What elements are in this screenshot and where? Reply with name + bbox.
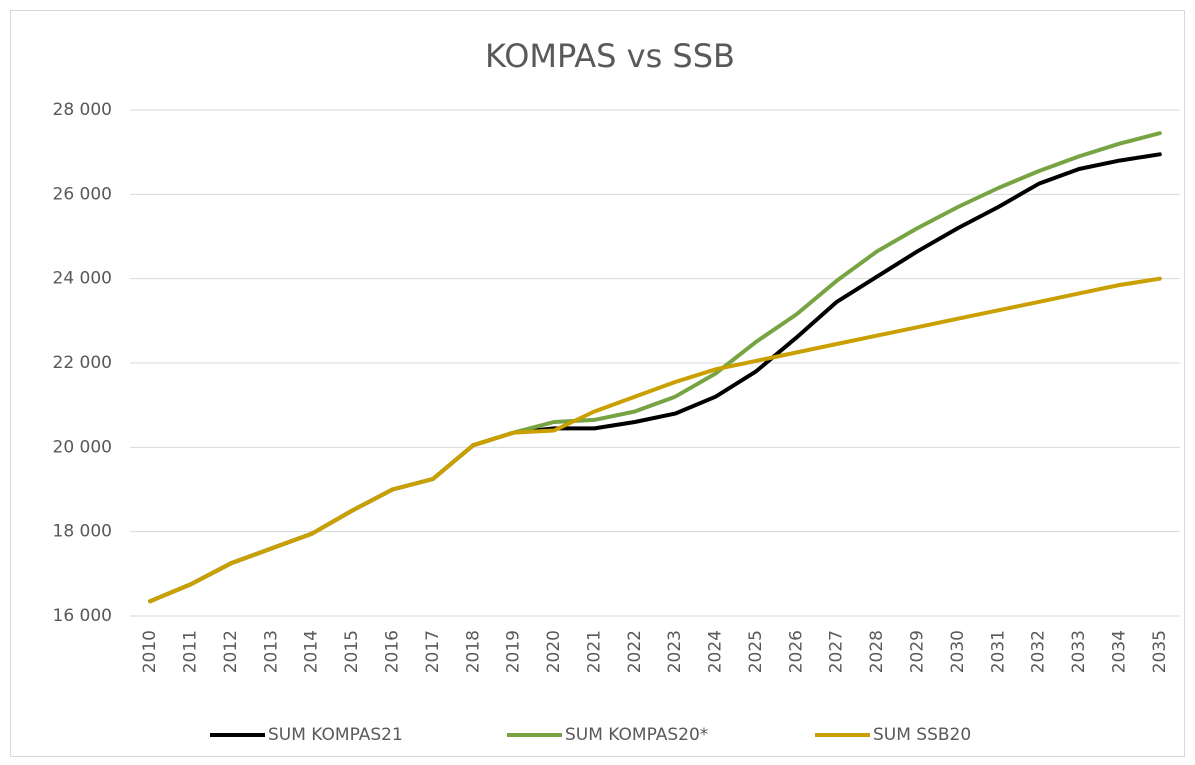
- x-tick-label: 2033: [1069, 630, 1089, 673]
- x-tick-label: 2022: [625, 630, 645, 673]
- x-tick-label: 2029: [908, 630, 928, 673]
- series-line: [148, 276, 1162, 604]
- x-tick-label: 2025: [746, 630, 766, 673]
- x-tick-label: 2018: [463, 630, 483, 673]
- x-tick-label: 2020: [544, 630, 564, 673]
- x-tick-label: 2014: [302, 630, 322, 673]
- x-tick-label: 2019: [504, 630, 524, 673]
- y-tick-label: 16 000: [53, 606, 112, 626]
- y-tick-label: 24 000: [53, 269, 112, 289]
- x-tick-label: 2024: [706, 630, 726, 673]
- x-tick-label: 2010: [140, 630, 160, 673]
- x-tick-label: 2035: [1150, 630, 1170, 673]
- x-tick-label: 2034: [1109, 630, 1129, 673]
- y-tick-label: 26 000: [53, 184, 112, 204]
- chart-title: KOMPAS vs SSB: [485, 37, 735, 75]
- x-tick-label: 2028: [867, 630, 887, 673]
- x-tick-label: 2032: [1029, 630, 1049, 673]
- x-tick-label: 2016: [383, 630, 403, 673]
- x-tick-label: 2011: [181, 630, 201, 673]
- legend-label: SUM KOMPAS20*: [565, 725, 708, 745]
- y-tick-label: 18 000: [53, 522, 112, 542]
- x-tick-label: 2031: [988, 630, 1008, 673]
- x-tick-label: 2030: [948, 630, 968, 673]
- x-tick-label: 2023: [665, 630, 685, 673]
- x-tick-label: 2027: [827, 630, 847, 673]
- x-tick-label: 2012: [221, 630, 241, 673]
- legend-label: SUM KOMPAS21: [268, 725, 403, 745]
- x-tick-label: 2021: [584, 630, 604, 673]
- y-tick-label: 28 000: [53, 100, 112, 120]
- legend-label: SUM SSB20: [873, 725, 971, 745]
- x-tick-label: 2017: [423, 630, 443, 673]
- x-tick-label: 2015: [342, 630, 362, 673]
- chart-frame: [10, 10, 1185, 757]
- x-tick-label: 2026: [786, 630, 806, 673]
- y-tick-label: 22 000: [53, 353, 112, 373]
- y-tick-label: 20 000: [53, 437, 112, 457]
- x-tick-label: 2013: [261, 630, 281, 673]
